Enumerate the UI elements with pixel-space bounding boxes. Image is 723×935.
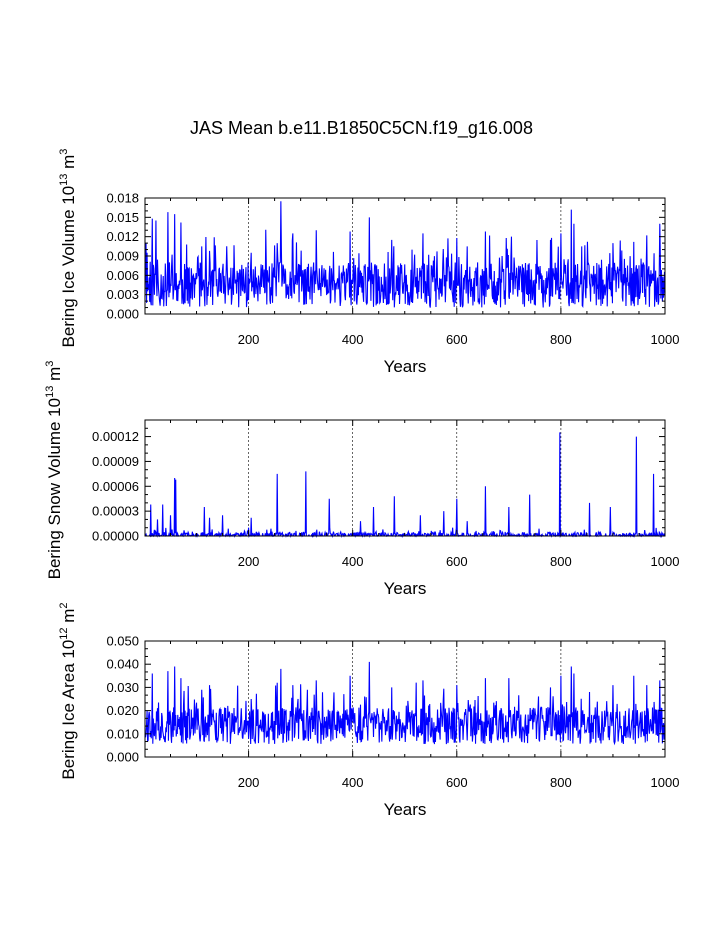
x-tick-label: 600 bbox=[446, 554, 468, 569]
y-tick-label: 0.00012 bbox=[92, 429, 139, 444]
x-axis-title: Years bbox=[384, 357, 427, 376]
y-tick-label: 0.00000 bbox=[92, 529, 139, 544]
x-tick-label: 400 bbox=[342, 554, 364, 569]
x-tick-label: 1000 bbox=[651, 554, 680, 569]
x-tick-label: 800 bbox=[550, 332, 572, 347]
y-tick-label: 0.050 bbox=[106, 634, 139, 649]
y-tick-label: 0.018 bbox=[106, 191, 139, 206]
x-tick-label: 1000 bbox=[651, 332, 680, 347]
y-tick-label: 0.020 bbox=[106, 703, 139, 718]
y-tick-label: 0.030 bbox=[106, 680, 139, 695]
y-tick-label: 0.006 bbox=[106, 268, 139, 283]
y-tick-label: 0.012 bbox=[106, 229, 139, 244]
x-tick-label: 600 bbox=[446, 332, 468, 347]
y-tick-label: 0.015 bbox=[106, 210, 139, 225]
y-tick-label: 0.00006 bbox=[92, 479, 139, 494]
series-line bbox=[144, 201, 666, 308]
x-tick-label: 800 bbox=[550, 775, 572, 790]
x-axis-title: Years bbox=[384, 579, 427, 598]
x-tick-label: 800 bbox=[550, 554, 572, 569]
y-tick-label: 0.000 bbox=[106, 750, 139, 765]
y-tick-label: 0.009 bbox=[106, 249, 139, 264]
page-title: JAS Mean b.e11.B1850C5CN.f19_g16.008 bbox=[190, 118, 533, 138]
y-axis-title: Bering Ice Volume 1013 m3 bbox=[58, 149, 78, 348]
series-line bbox=[144, 661, 666, 746]
y-tick-label: 0.010 bbox=[106, 726, 139, 741]
x-tick-label: 400 bbox=[342, 775, 364, 790]
series-line bbox=[144, 432, 666, 539]
y-axis-title: Bering Snow Volume 1013 m3 bbox=[44, 361, 64, 580]
y-tick-label: 0.003 bbox=[106, 287, 139, 302]
chart-panel-1: 200 400 600 800 1000 0.000 0.003 0.006 0.009 0.01… bbox=[58, 149, 679, 376]
y-tick-label: 0.00009 bbox=[92, 454, 139, 469]
chart-panel-2: 200 400 600 800 1000 0.00000 0.00003 0.00006 0.0… bbox=[44, 361, 679, 598]
y-tick-label: 0.040 bbox=[106, 657, 139, 672]
x-tick-label: 600 bbox=[446, 775, 468, 790]
x-tick-label: 1000 bbox=[651, 775, 680, 790]
x-tick-label: 200 bbox=[238, 332, 260, 347]
x-tick-label: 400 bbox=[342, 332, 364, 347]
y-tick-label: 0.00003 bbox=[92, 504, 139, 519]
x-tick-label: 200 bbox=[238, 775, 260, 790]
x-tick-label: 200 bbox=[238, 554, 260, 569]
x-axis-title: Years bbox=[384, 800, 427, 819]
y-axis-title: Bering Ice Area 1012 m2 bbox=[58, 602, 78, 779]
chart-panel-3: 200 400 600 800 1000 0.000 0.010 0.020 0.030 0.04… bbox=[58, 602, 679, 819]
y-tick-label: 0.000 bbox=[106, 307, 139, 322]
